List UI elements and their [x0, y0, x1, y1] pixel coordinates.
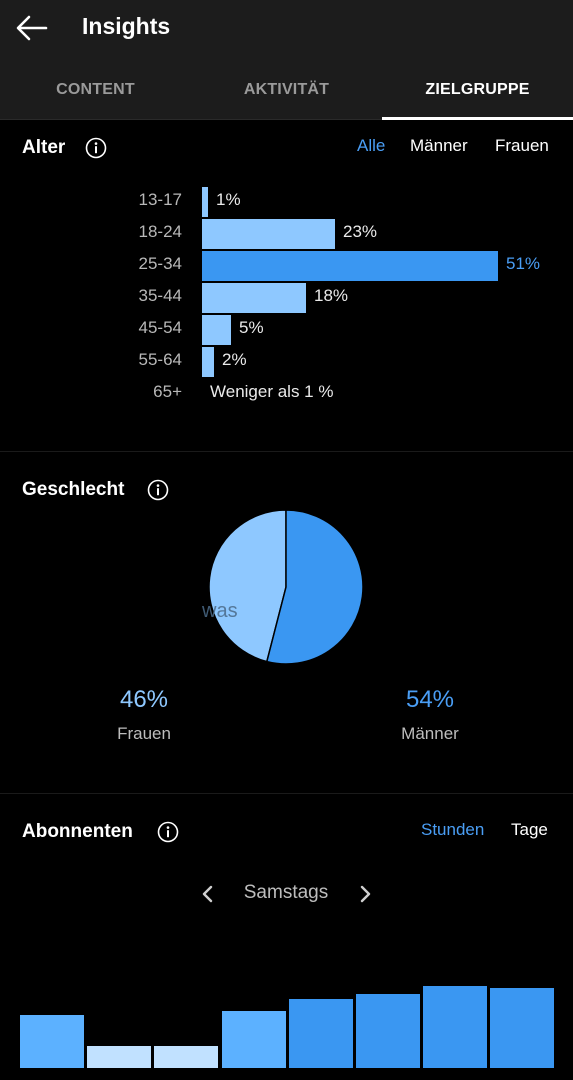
- gender-section-title: Geschlecht: [22, 479, 125, 500]
- age-section-title: Alter: [22, 137, 66, 158]
- age-bar-2: [202, 251, 498, 281]
- tab-bar: CONTENT AKTIVITÄT ZIELGRUPPE: [0, 60, 573, 120]
- section-divider: [0, 451, 573, 452]
- age-bar-1: [202, 219, 335, 249]
- followers-column-0[interactable]: [20, 1015, 84, 1068]
- app-header: Insights: [0, 0, 573, 60]
- followers-column-5[interactable]: [356, 994, 420, 1068]
- followers-column-6[interactable]: [423, 986, 488, 1068]
- women-label: Frauen: [117, 724, 171, 743]
- followers-column-3[interactable]: [221, 1011, 286, 1068]
- age-bar-4: [202, 315, 231, 345]
- tab-content[interactable]: CONTENT: [56, 81, 135, 98]
- followers-filter-days[interactable]: Tage: [511, 820, 548, 839]
- tab-aktivitaet[interactable]: AKTIVITÄT: [243, 81, 330, 98]
- followers-column-4[interactable]: [288, 999, 353, 1068]
- age-bar-5: [202, 347, 214, 377]
- age-label-4: 45-54: [138, 318, 182, 337]
- age-value-4: 5%: [239, 318, 264, 337]
- day-selector: Samstags: [0, 880, 573, 910]
- chevron-right-icon[interactable]: [353, 882, 377, 906]
- age-value-0: 1%: [216, 190, 241, 209]
- day-label: Samstags: [243, 882, 329, 903]
- age-label-1: 18-24: [138, 222, 182, 241]
- age-label-0: 13-17: [138, 190, 182, 209]
- gender-pie-chart: [208, 509, 364, 665]
- tab-zielgruppe[interactable]: ZIELGRUPPE: [425, 81, 530, 98]
- age-filter-all[interactable]: Alle: [357, 136, 386, 155]
- age-bar-0: [202, 187, 208, 217]
- age-label-5: 55-64: [138, 350, 182, 369]
- men-label: Männer: [401, 724, 459, 743]
- info-icon[interactable]: [85, 137, 107, 159]
- women-percentage: 46%: [119, 686, 169, 713]
- back-arrow-icon[interactable]: [14, 10, 50, 46]
- info-icon[interactable]: [147, 479, 169, 501]
- pie-overlay-text: was: [202, 600, 238, 622]
- age-bar-3: [202, 283, 306, 313]
- pie-slice-women: [208, 509, 287, 663]
- active-tab-indicator: [382, 117, 573, 120]
- age-value-5: 2%: [222, 350, 247, 369]
- chevron-left-icon[interactable]: [196, 882, 220, 906]
- age-label-3: 35-44: [138, 286, 182, 305]
- info-icon[interactable]: [157, 821, 179, 843]
- age-value-2: 51%: [506, 254, 541, 273]
- age-filter-women[interactable]: Frauen: [495, 136, 549, 155]
- age-filter-men[interactable]: Männer: [410, 136, 468, 155]
- pie-slice-men: [265, 509, 364, 665]
- followers-filter-hours[interactable]: Stunden: [421, 820, 485, 839]
- men-percentage: 54%: [405, 686, 455, 713]
- age-value-3: 18%: [314, 286, 349, 305]
- age-label-6: 65+: [153, 382, 182, 401]
- age-value-6: Weniger als 1 %: [210, 382, 334, 401]
- followers-column-1[interactable]: [87, 1046, 152, 1068]
- age-value-1: 23%: [343, 222, 378, 241]
- section-divider: [0, 793, 573, 794]
- followers-column-7[interactable]: [490, 988, 555, 1068]
- followers-column-2[interactable]: [154, 1046, 219, 1068]
- age-label-2: 25-34: [138, 254, 182, 273]
- page-title: Insights: [82, 13, 171, 39]
- followers-section-title: Abonnenten: [22, 821, 133, 842]
